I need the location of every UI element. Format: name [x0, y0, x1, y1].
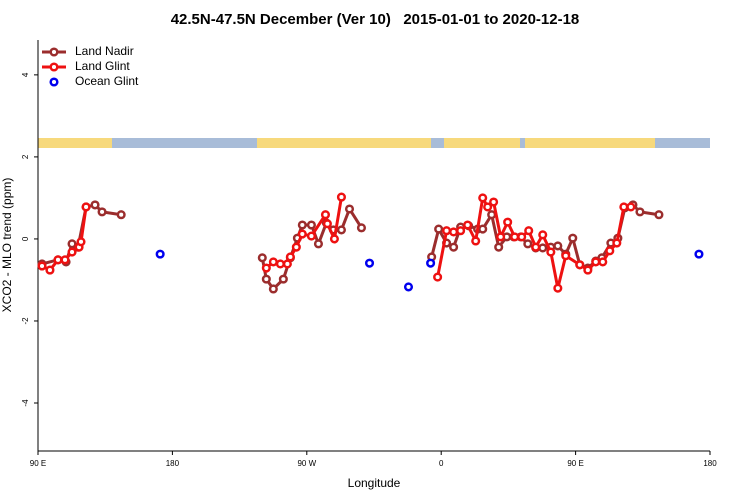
data-point — [45, 265, 55, 275]
data-point — [612, 238, 622, 248]
data-point — [478, 193, 488, 203]
data-point — [37, 261, 47, 271]
data-point — [463, 220, 473, 230]
data-point — [654, 210, 664, 220]
data-point — [291, 242, 301, 252]
data-point — [538, 243, 548, 253]
data-point — [282, 259, 292, 269]
data-point — [503, 217, 513, 227]
data-point — [523, 239, 533, 249]
data-point — [306, 231, 316, 241]
data-point — [67, 247, 77, 257]
x-tick-label: 90 W — [297, 459, 316, 468]
data-point — [442, 226, 452, 236]
data-point — [561, 251, 571, 261]
data-point — [268, 284, 278, 294]
data-point — [155, 249, 165, 259]
legend-marker — [49, 47, 59, 57]
land-ocean-strip — [38, 138, 710, 148]
data-point — [278, 274, 288, 284]
data-point — [456, 226, 466, 236]
data-point — [76, 237, 86, 247]
data-point — [546, 247, 556, 257]
y-tick-label: 4 — [21, 72, 30, 77]
data-point — [489, 197, 499, 207]
chart-title: 42.5N-47.5N December (Ver 10) 2015-01-01… — [171, 11, 580, 28]
data-point — [257, 253, 267, 263]
data-point — [97, 207, 107, 217]
data-point — [336, 192, 346, 202]
data-point — [261, 263, 271, 273]
data-point — [313, 239, 323, 249]
data-point — [449, 242, 459, 252]
data-point — [510, 232, 520, 242]
data-point — [261, 274, 271, 284]
data-point — [297, 229, 307, 239]
data-point — [322, 219, 332, 229]
data-point — [487, 210, 497, 220]
x-tick-label: 0 — [439, 459, 444, 468]
data-point — [90, 200, 100, 210]
x-tick-label: 180 — [166, 459, 180, 468]
data-point — [583, 265, 593, 275]
data-point — [433, 272, 443, 282]
data-point — [364, 258, 375, 268]
y-tick-label: 0 — [21, 236, 30, 241]
data-point — [553, 241, 563, 251]
data-point — [524, 226, 534, 236]
data-point — [471, 236, 481, 246]
x-tick-label: 90 E — [567, 459, 583, 468]
y-tick-label: -2 — [21, 317, 30, 325]
data-point — [336, 225, 346, 235]
data-point — [60, 255, 70, 265]
data-point — [285, 252, 295, 262]
x-axis-label: Longitude — [348, 476, 401, 490]
data-point — [426, 258, 436, 268]
data-point — [496, 232, 506, 242]
series-line — [41, 203, 660, 292]
data-point — [275, 259, 285, 269]
data-point — [483, 202, 493, 212]
data-point — [53, 255, 63, 265]
x-tick-label: 180 — [703, 459, 717, 468]
data-point — [268, 257, 278, 267]
data-point — [478, 224, 488, 234]
legend-label: Land Nadir — [75, 44, 134, 58]
data-point — [494, 242, 504, 252]
data-point — [344, 204, 355, 214]
data-point — [517, 232, 527, 242]
legend-label: Ocean Glint — [75, 74, 139, 88]
legend-label: Land Glint — [75, 59, 130, 73]
x-tick-label: 90 E — [30, 459, 46, 468]
data-point — [116, 210, 126, 220]
data-point — [598, 257, 608, 267]
legend-marker — [49, 77, 59, 87]
data-point — [605, 246, 615, 256]
data-point — [297, 220, 307, 230]
data-point — [591, 257, 601, 267]
data-point — [306, 220, 316, 230]
data-point — [81, 202, 91, 212]
y-tick-label: 2 — [21, 154, 30, 159]
data-point — [553, 283, 563, 293]
data-point — [575, 260, 585, 270]
data-point — [356, 223, 367, 233]
data-point — [320, 210, 331, 220]
data-point — [403, 282, 414, 292]
data-point — [626, 202, 636, 212]
legend-marker — [49, 62, 59, 72]
data-point — [329, 234, 339, 244]
data-point — [694, 249, 704, 259]
y-axis-label: XCO2 - MLO trend (ppm) — [0, 178, 14, 313]
data-point — [531, 242, 541, 252]
data-point — [538, 230, 548, 240]
data-point — [635, 207, 645, 217]
data-point — [568, 233, 578, 243]
data-point — [449, 227, 459, 237]
y-tick-label: -4 — [21, 399, 30, 407]
data-point — [434, 224, 444, 234]
data-point — [619, 202, 629, 212]
